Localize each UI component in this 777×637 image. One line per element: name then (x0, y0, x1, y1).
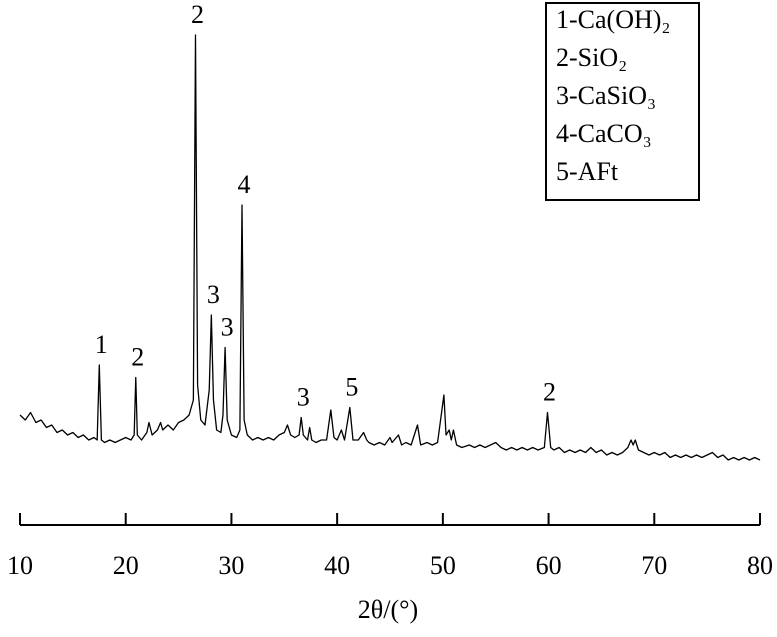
x-tick-label: 70 (641, 551, 667, 580)
legend-box (545, 2, 700, 201)
x-axis-label: 2θ/(°) (358, 595, 418, 624)
legend-entry: 1-Ca(OH)₂ (556, 5, 670, 34)
x-tick-label: 40 (324, 551, 350, 580)
peak-label: 3 (207, 280, 220, 309)
peak-label: 5 (345, 372, 358, 401)
legend-entry: 2-SiO₂ (556, 43, 627, 72)
peak-label: 2 (131, 342, 144, 371)
legend-entry: 4-CaCO₃ (556, 119, 652, 148)
xrd-pattern (19, 34, 761, 461)
x-tick-label: 30 (218, 551, 244, 580)
x-tick-label: 60 (536, 551, 562, 580)
peak-label: 3 (297, 382, 310, 411)
x-tick-label: 20 (113, 551, 139, 580)
legend-entry: 3-CaSiO₃ (556, 81, 656, 110)
x-tick-label: 10 (7, 551, 33, 580)
peak-label: 1 (95, 330, 108, 359)
x-tick-label: 80 (747, 551, 773, 580)
legend-entry: 5-AFt (556, 157, 619, 186)
peak-label: 2 (543, 377, 556, 406)
peak-label: 3 (221, 312, 234, 341)
x-tick-label: 50 (430, 551, 456, 580)
peak-label: 4 (238, 170, 251, 199)
peak-label: 2 (191, 0, 204, 29)
